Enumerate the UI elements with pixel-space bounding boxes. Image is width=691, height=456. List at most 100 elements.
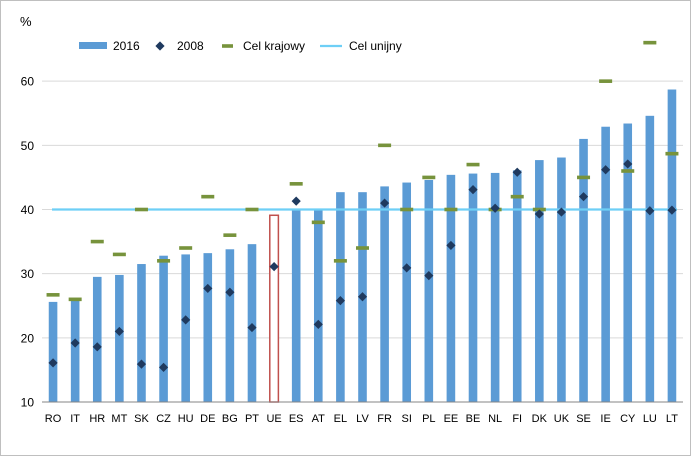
national-target-fr bbox=[378, 143, 392, 148]
x-tick-label: FI bbox=[512, 413, 522, 425]
national-target-lv bbox=[356, 246, 369, 250]
bar-ro bbox=[48, 301, 58, 402]
marker-2008-fr bbox=[380, 198, 390, 208]
x-tick-label: DE bbox=[200, 413, 215, 425]
marker-2008-ie bbox=[601, 165, 611, 175]
legend-label-cel-krajowy: Cel krajowy bbox=[243, 39, 305, 53]
marker-2008-mt bbox=[114, 326, 124, 337]
national-target-ie bbox=[599, 79, 613, 83]
x-tick-label: SK bbox=[134, 413, 149, 425]
x-tick-label: CZ bbox=[156, 413, 171, 425]
marker-2008-el bbox=[335, 296, 345, 306]
x-tick-label: DK bbox=[532, 413, 548, 425]
y-tick-label: 10 bbox=[21, 396, 35, 410]
y-tick-label: 30 bbox=[21, 267, 35, 281]
bar-es bbox=[291, 208, 301, 402]
bar-bg bbox=[225, 249, 235, 402]
bar-at bbox=[313, 208, 323, 402]
bar-ue bbox=[269, 214, 280, 403]
x-tick-label: UK bbox=[554, 413, 570, 425]
legend-label-2016: 2016 bbox=[113, 39, 140, 53]
national-target-at bbox=[311, 220, 325, 225]
x-tick-label: LT bbox=[666, 413, 678, 425]
marker-2008-de bbox=[203, 283, 213, 294]
bar-nl bbox=[490, 172, 500, 402]
bar-cy bbox=[623, 123, 633, 403]
marker-2008-es bbox=[291, 196, 301, 206]
national-target-bg bbox=[223, 233, 237, 237]
bar-sk bbox=[137, 264, 146, 402]
marker-2008-fi bbox=[512, 167, 522, 177]
marker-2008-pl bbox=[424, 270, 434, 281]
bar-ie bbox=[601, 126, 610, 402]
x-tick-label: AT bbox=[312, 413, 326, 425]
marker-2008-se bbox=[578, 192, 589, 202]
marker-2008-cy bbox=[623, 159, 633, 169]
x-tick-label: HR bbox=[89, 413, 105, 425]
x-tick-label: IE bbox=[600, 413, 610, 425]
national-target-si bbox=[400, 207, 414, 212]
x-tick-label: LV bbox=[356, 413, 369, 425]
marker-2008-ue bbox=[269, 262, 279, 272]
national-target-ro bbox=[46, 293, 60, 297]
bar-hr bbox=[92, 276, 102, 402]
x-tick-label: IT bbox=[70, 413, 80, 425]
x-tick-label: EL bbox=[334, 413, 347, 425]
x-tick-label: LU bbox=[643, 413, 657, 425]
y-axis-ticks: 10 20 30 40 50 60 bbox=[21, 75, 35, 410]
x-tick-label: ES bbox=[289, 413, 304, 425]
national-target-fi bbox=[510, 194, 524, 199]
national-target-se bbox=[577, 175, 591, 180]
marker-2008-be bbox=[468, 185, 478, 195]
national-target-pl bbox=[422, 175, 436, 180]
marker-2008-si bbox=[402, 263, 412, 273]
x-tick-label: CY bbox=[620, 413, 636, 425]
national-target-de bbox=[201, 194, 215, 199]
legend: 2016 2008 Cel krajowy Cel unijny bbox=[79, 39, 402, 53]
x-tick-label: FR bbox=[377, 413, 392, 425]
bar-hu bbox=[181, 254, 190, 402]
legend-swatch-cel-krajowy bbox=[222, 44, 233, 48]
marker-2008-lv bbox=[357, 292, 368, 302]
national-target-it bbox=[68, 297, 82, 302]
y-axis-label: % bbox=[20, 14, 32, 29]
national-target-cy bbox=[621, 169, 635, 173]
markers-2008 bbox=[48, 159, 677, 372]
x-tick-label: PT bbox=[245, 413, 259, 425]
marker-2008-bg bbox=[225, 287, 235, 297]
national-target-cz bbox=[157, 259, 171, 263]
bar-pl bbox=[424, 179, 434, 402]
x-tick-label: BE bbox=[466, 413, 481, 425]
legend-label-2008: 2008 bbox=[177, 39, 204, 53]
x-axis-ticks: RO IT HR MT SK CZ HU DE BG PT UE ES AT EL LV FR SI PL EE BE… bbox=[45, 413, 678, 425]
national-target-be bbox=[466, 162, 480, 167]
national-target-ee bbox=[444, 207, 458, 212]
bar-dk bbox=[535, 160, 544, 402]
bar-uk bbox=[557, 157, 566, 402]
legend-swatch-2008 bbox=[155, 41, 165, 51]
x-tick-label: SI bbox=[402, 413, 412, 425]
x-tick-label: SE bbox=[576, 413, 591, 425]
national-target-es bbox=[289, 182, 303, 186]
marker-2008-at bbox=[313, 319, 323, 329]
marker-2008-dk bbox=[534, 209, 544, 219]
marker-2008-lt bbox=[667, 205, 677, 215]
x-tick-label: NL bbox=[488, 413, 502, 425]
bar-fi bbox=[512, 170, 522, 402]
marker-2008-hu bbox=[181, 315, 191, 325]
x-tick-label: UE bbox=[266, 413, 281, 425]
x-tick-label: PL bbox=[422, 413, 435, 425]
marker-2008-pt bbox=[247, 322, 257, 333]
legend-label-cel-unijny: Cel unijny bbox=[349, 39, 402, 53]
x-tick-label: EE bbox=[444, 413, 459, 425]
x-tick-label: BG bbox=[222, 413, 238, 425]
national-target-lu bbox=[643, 40, 657, 45]
bar-se bbox=[579, 138, 588, 402]
marker-2008-it bbox=[70, 338, 80, 348]
y-tick-label: 40 bbox=[21, 203, 35, 217]
national-target-mt bbox=[112, 252, 126, 257]
bar-mt bbox=[115, 274, 124, 402]
marker-2008-uk bbox=[556, 207, 567, 217]
y-tick-label: 60 bbox=[21, 75, 35, 89]
